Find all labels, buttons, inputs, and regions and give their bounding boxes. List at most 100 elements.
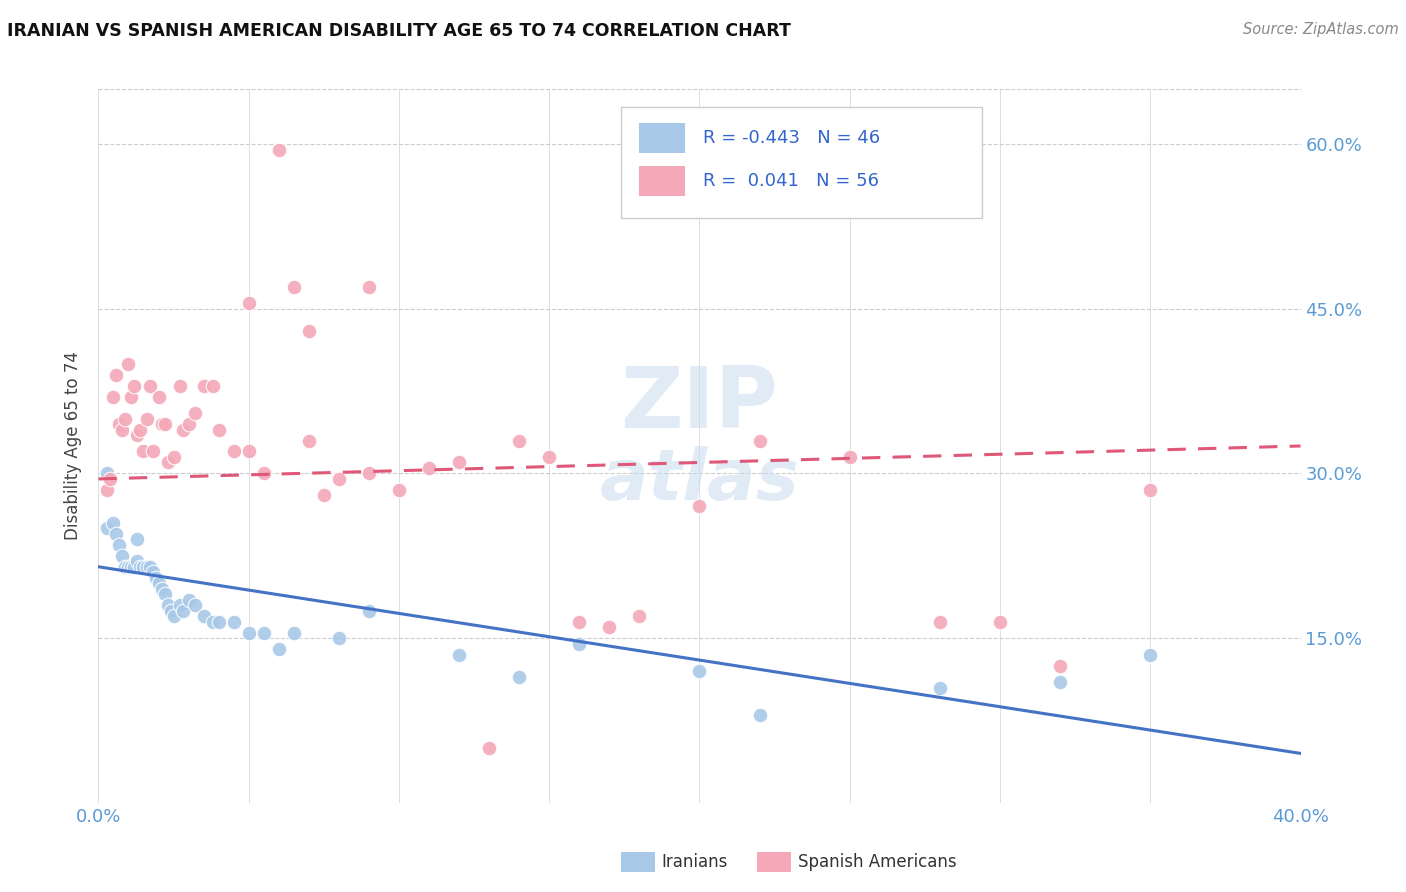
Point — [121, 390, 143, 404]
Point — [193, 378, 215, 392]
Point — [929, 681, 952, 695]
Point — [172, 604, 194, 618]
Y-axis label: Disability Age 65 to 74: Disability Age 65 to 74 — [65, 351, 83, 541]
Point — [129, 423, 152, 437]
Text: atlas: atlas — [599, 446, 800, 515]
Point — [162, 609, 184, 624]
Point — [183, 406, 205, 420]
Point — [748, 708, 770, 723]
Point — [156, 598, 179, 612]
Point — [222, 615, 245, 629]
Text: ZIP: ZIP — [620, 363, 779, 446]
Point — [267, 642, 290, 657]
Point — [172, 423, 194, 437]
FancyBboxPatch shape — [758, 852, 790, 872]
Point — [148, 390, 170, 404]
Point — [132, 444, 155, 458]
Point — [114, 559, 136, 574]
Point — [114, 411, 136, 425]
Point — [183, 598, 205, 612]
Point — [141, 566, 163, 580]
Point — [111, 549, 134, 563]
Point — [141, 444, 163, 458]
Point — [838, 450, 860, 464]
Point — [598, 620, 620, 634]
Point — [156, 455, 179, 469]
Point — [568, 615, 591, 629]
Point — [568, 637, 591, 651]
Point — [328, 472, 350, 486]
Point — [150, 417, 173, 431]
Point — [1049, 675, 1071, 690]
Point — [105, 526, 128, 541]
Point — [447, 648, 470, 662]
Point — [124, 378, 146, 392]
Point — [357, 467, 380, 481]
Point — [357, 604, 380, 618]
Point — [117, 357, 139, 371]
Point — [117, 559, 139, 574]
Text: R = -0.443   N = 46: R = -0.443 N = 46 — [703, 129, 880, 147]
FancyBboxPatch shape — [640, 123, 685, 153]
Point — [162, 450, 184, 464]
Point — [105, 368, 128, 382]
Point — [127, 554, 149, 568]
Point — [538, 450, 561, 464]
Point — [689, 664, 711, 678]
Point — [388, 483, 411, 497]
Text: Iranians: Iranians — [661, 853, 727, 871]
Point — [127, 533, 149, 547]
Point — [267, 143, 290, 157]
Point — [689, 500, 711, 514]
Point — [283, 280, 305, 294]
Point — [96, 483, 118, 497]
Point — [418, 461, 440, 475]
Point — [145, 571, 167, 585]
Point — [201, 378, 224, 392]
FancyBboxPatch shape — [621, 107, 981, 218]
Point — [328, 631, 350, 645]
Point — [298, 434, 321, 448]
Point — [238, 296, 260, 310]
Point — [150, 582, 173, 596]
Point — [127, 428, 149, 442]
Point — [312, 488, 335, 502]
Point — [159, 604, 181, 618]
Point — [508, 434, 530, 448]
Text: R =  0.041   N = 56: R = 0.041 N = 56 — [703, 172, 879, 190]
Point — [1139, 483, 1161, 497]
Point — [298, 324, 321, 338]
Point — [103, 390, 125, 404]
Point — [100, 472, 122, 486]
FancyBboxPatch shape — [640, 166, 685, 196]
Point — [138, 378, 160, 392]
Point — [132, 559, 155, 574]
Point — [357, 280, 380, 294]
Point — [96, 521, 118, 535]
Point — [929, 615, 952, 629]
Point — [208, 615, 231, 629]
Point — [108, 538, 131, 552]
Point — [208, 423, 231, 437]
Point — [988, 615, 1011, 629]
Point — [201, 615, 224, 629]
Point — [238, 625, 260, 640]
Point — [447, 455, 470, 469]
Text: IRANIAN VS SPANISH AMERICAN DISABILITY AGE 65 TO 74 CORRELATION CHART: IRANIAN VS SPANISH AMERICAN DISABILITY A… — [7, 22, 792, 40]
Point — [129, 559, 152, 574]
Point — [108, 417, 131, 431]
Point — [222, 444, 245, 458]
Point — [138, 559, 160, 574]
Point — [1049, 658, 1071, 673]
Point — [508, 669, 530, 683]
Point — [148, 576, 170, 591]
Point — [169, 598, 191, 612]
Text: Spanish Americans: Spanish Americans — [799, 853, 956, 871]
Text: Source: ZipAtlas.com: Source: ZipAtlas.com — [1243, 22, 1399, 37]
Point — [111, 423, 134, 437]
Point — [1139, 648, 1161, 662]
Point — [253, 467, 276, 481]
Point — [628, 609, 651, 624]
Point — [478, 740, 501, 755]
Point — [177, 417, 200, 431]
